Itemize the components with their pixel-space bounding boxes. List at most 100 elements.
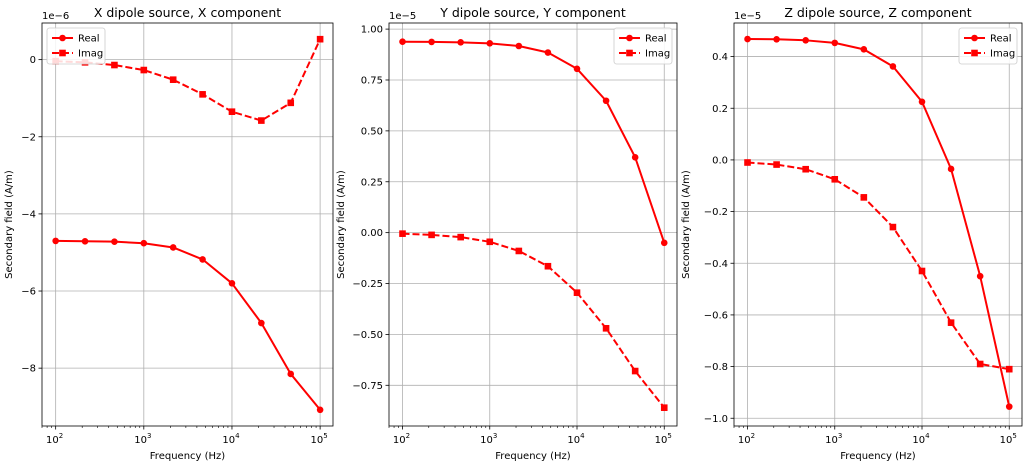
data-point-real xyxy=(918,98,926,106)
data-point-real xyxy=(81,237,89,245)
y-offset-label: 1e−5 xyxy=(734,11,761,22)
x-tick-label-base: 10 xyxy=(311,435,324,446)
x-tick-label: 104 xyxy=(222,432,240,446)
y-tick-label: −1.0 xyxy=(704,414,728,425)
series-imag xyxy=(399,230,668,411)
x-tick-label: 105 xyxy=(311,432,328,446)
x-tick-label-exponent: 4 xyxy=(925,432,930,440)
data-point-imag xyxy=(258,117,265,124)
chart-title: Z dipole source, Z component xyxy=(784,5,971,20)
data-point-imag xyxy=(602,325,610,332)
legend-label-real: Real xyxy=(990,34,1012,45)
x-tick-label-base: 10 xyxy=(134,435,147,446)
series-line-imag xyxy=(747,161,1010,371)
data-point-imag xyxy=(228,108,236,115)
y-tick-label: 0 xyxy=(30,55,36,66)
legend-marker-imag xyxy=(971,49,978,57)
y-tick-label: −2 xyxy=(21,132,36,143)
x-axis-label: Frequency (Hz) xyxy=(495,451,571,462)
x-axis-label: Frequency (Hz) xyxy=(840,451,916,462)
data-point-real xyxy=(515,42,523,50)
data-point-imag xyxy=(660,404,668,411)
legend-marker-imag xyxy=(59,49,66,57)
data-point-real xyxy=(860,46,868,53)
x-tick-label: 103 xyxy=(825,432,842,446)
x-tick-label: 104 xyxy=(567,432,585,446)
y-tick-label: 0.0 xyxy=(712,155,728,166)
x-tick-label-exponent: 3 xyxy=(838,432,842,440)
data-point-imag xyxy=(287,99,295,107)
x-tick-label: 104 xyxy=(912,432,930,446)
data-point-imag xyxy=(544,262,552,270)
data-point-real xyxy=(52,237,59,245)
data-point-real xyxy=(1005,403,1013,410)
series-real xyxy=(399,38,668,247)
data-point-real xyxy=(744,35,751,43)
data-point-imag xyxy=(573,289,581,296)
y-tick-label: −0.75 xyxy=(352,381,383,392)
data-point-real xyxy=(602,97,610,105)
data-point-real xyxy=(889,63,897,70)
x-tick-label-base: 10 xyxy=(222,435,235,446)
x-tick-label-base: 10 xyxy=(655,435,668,446)
y-tick-label: −8 xyxy=(21,364,36,375)
data-point-real xyxy=(773,35,780,43)
series-line-real xyxy=(402,40,666,244)
plot-frame xyxy=(41,22,334,427)
x-tick-label-base: 10 xyxy=(480,435,493,446)
y-tick-label: 0.75 xyxy=(361,75,383,86)
y-tick-label: −4 xyxy=(21,209,36,220)
legend: Real Imag xyxy=(958,27,1018,65)
data-point-imag xyxy=(316,35,324,43)
plot-frame xyxy=(388,22,678,427)
x-tick-label-exponent: 2 xyxy=(59,432,63,440)
x-tick-label-exponent: 2 xyxy=(406,432,410,440)
x-tick-label: 103 xyxy=(134,432,151,446)
chart-panel-2: 102 103 104 1051.000.750.500.250.00−0.25−0.… xyxy=(336,5,678,462)
data-point-real xyxy=(976,272,984,280)
y-tick-label: 0.00 xyxy=(361,228,383,239)
legend: Real Imag xyxy=(46,27,106,65)
x-tick-label: 105 xyxy=(655,432,672,446)
x-tick-label-base: 10 xyxy=(1000,435,1013,446)
legend-marker-imag xyxy=(626,49,633,57)
y-tick-label: −0.25 xyxy=(352,279,383,290)
y-tick-label: 0.4 xyxy=(712,52,728,63)
x-tick-label: 102 xyxy=(738,432,755,446)
y-tick-label: 1.00 xyxy=(361,25,383,36)
data-point-real xyxy=(287,370,295,378)
data-point-imag xyxy=(744,159,751,166)
data-point-imag xyxy=(860,194,868,201)
x-tick-label-exponent: 4 xyxy=(580,432,585,440)
data-point-imag xyxy=(773,161,780,168)
data-point-real xyxy=(802,37,809,44)
series-real xyxy=(744,35,1013,410)
y-tick-label: 0.2 xyxy=(712,104,728,115)
y-tick-label: −6 xyxy=(21,287,36,298)
series-line-real xyxy=(747,38,1011,407)
data-point-imag xyxy=(428,231,435,239)
x-tick-label-base: 10 xyxy=(393,435,406,446)
data-point-real xyxy=(169,244,177,251)
chart-panel-3: 102 103 104 1050.40.20.0−0.2−0.4−0.6−0.8−1.… xyxy=(681,5,1023,462)
y-tick-label: −0.50 xyxy=(352,330,383,341)
data-point-imag xyxy=(802,165,809,173)
y-tick-label: −0.8 xyxy=(704,362,728,373)
data-point-real xyxy=(199,256,206,263)
data-point-real xyxy=(428,38,435,46)
data-point-real xyxy=(631,154,639,161)
data-point-imag xyxy=(631,367,639,375)
legend-marker-real xyxy=(59,34,66,42)
legend-marker-real xyxy=(626,34,633,42)
x-tick-label: 103 xyxy=(480,432,497,446)
legend-label-imag: Imag xyxy=(990,49,1015,60)
y-offset-label: 1e−6 xyxy=(42,11,69,22)
y-tick-label: −0.6 xyxy=(704,310,728,321)
data-point-imag xyxy=(486,238,494,246)
data-point-real xyxy=(228,280,236,287)
data-point-real xyxy=(111,238,118,245)
y-tick-label: 0.50 xyxy=(361,126,383,137)
data-point-imag xyxy=(831,175,839,183)
legend-label-imag: Imag xyxy=(78,49,103,60)
